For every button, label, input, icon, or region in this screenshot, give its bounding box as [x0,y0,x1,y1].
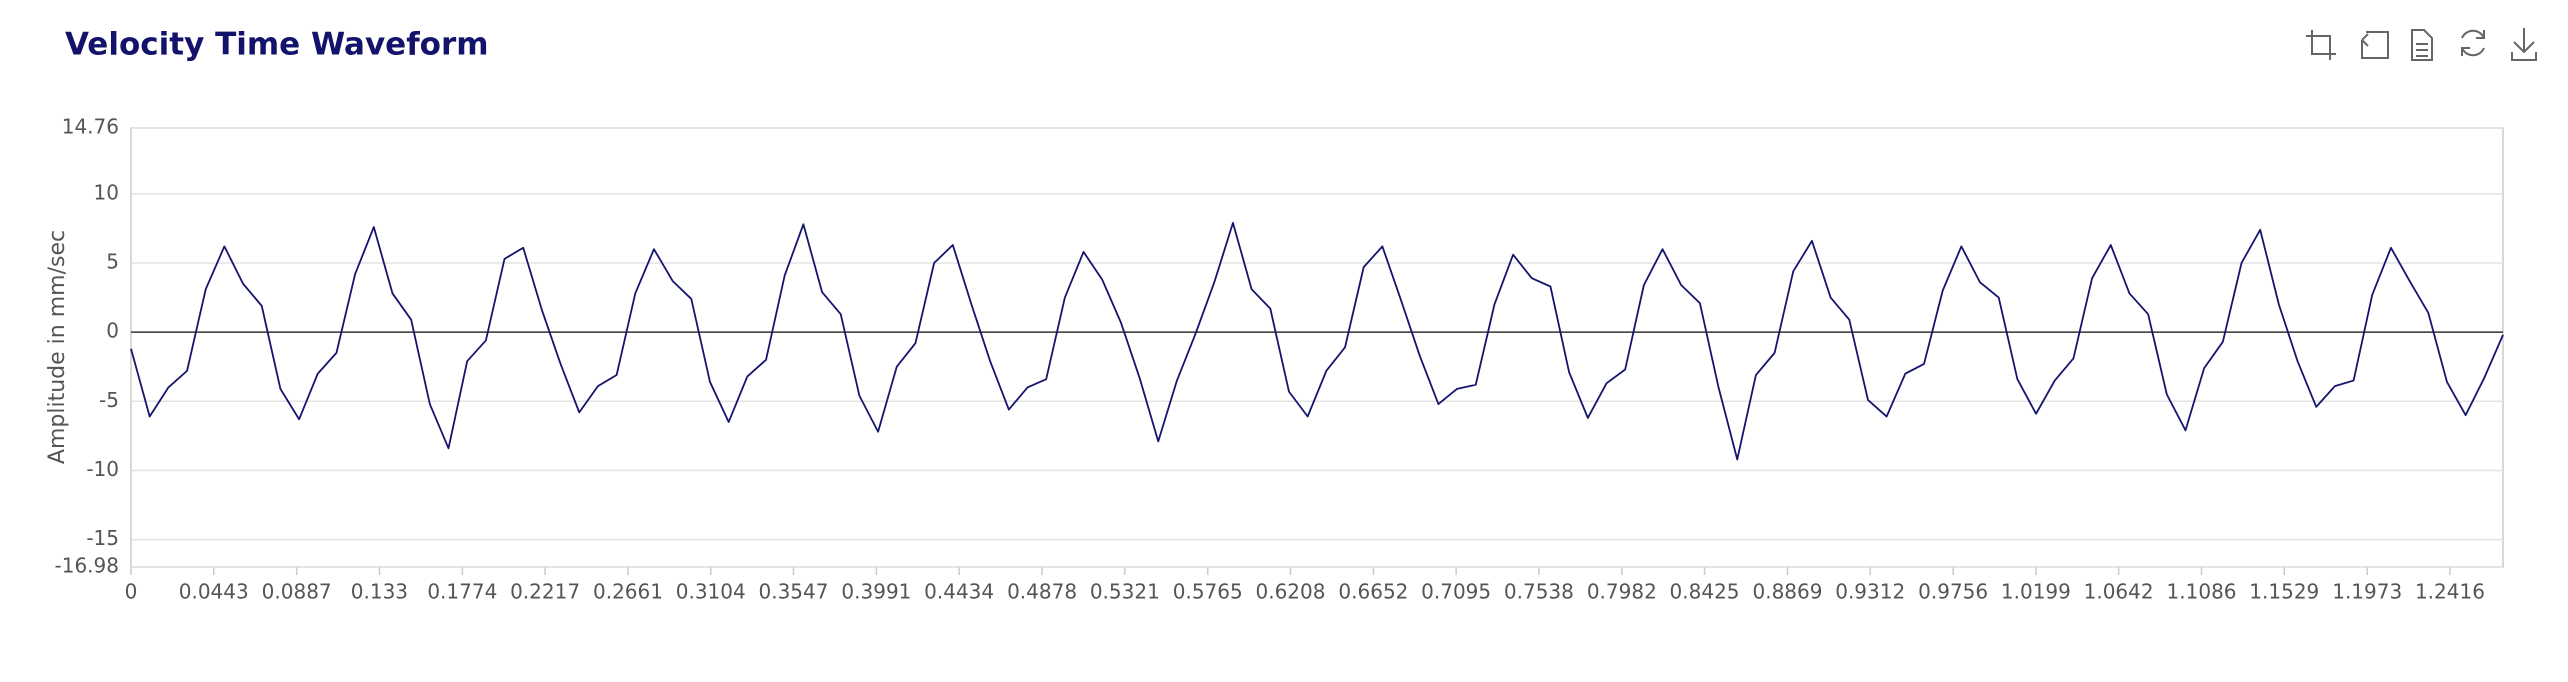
chart-title: Velocity Time Waveform [65,27,489,63]
x-tick-label: 0.6208 [1255,580,1325,604]
restore-button[interactable] [2461,29,2485,57]
x-tick-label: 0.4878 [1007,580,1077,604]
x-tick-label: 0.1774 [427,580,497,604]
x-tick-label: 0.8425 [1670,580,1740,604]
x-tick-label: 0.3104 [676,580,746,604]
x-tick-label: 1.1086 [2167,580,2237,604]
y-tick-label: -15 [86,526,119,550]
x-tick-label: 1.0642 [2084,580,2154,604]
x-tick-label: 0.5765 [1173,580,1243,604]
x-tick-label: 0.0443 [179,580,249,604]
reset-zoom-button[interactable] [2361,31,2389,59]
y-tick-label: 14.76 [62,115,119,139]
x-tick-label: 0.133 [351,580,408,604]
x-tick-label: 0.9756 [1918,580,1988,604]
x-tick-label: 0.3991 [841,580,911,604]
x-tick-label: 1.1973 [2332,580,2402,604]
x-tick-label: 0.4434 [924,580,994,604]
y-tick-label: 10 [94,180,119,204]
y-tick-label: -16.98 [55,554,119,578]
y-tick-label: 0 [106,319,119,343]
waveform-line [130,221,2504,461]
x-tick-label: 1.0199 [2001,580,2071,604]
zoom-button[interactable] [2306,30,2336,60]
x-tick-label: 1.1529 [2249,580,2319,604]
x-tick-label: 0.9312 [1835,580,1905,604]
y-axis-label: Amplitude in mm/sec [45,230,70,464]
save-button[interactable] [2511,28,2537,61]
x-tick-label: 0.7095 [1421,580,1491,604]
x-tick-label: 0.8869 [1752,580,1822,604]
x-tick-label: 0.3547 [758,580,828,604]
x-tick-label: 0.0887 [262,580,332,604]
x-tick-label: 1.2416 [2415,580,2485,604]
x-tick-label: 0.6652 [1338,580,1408,604]
plot-area: -16.98 -15 -10 -5 0 5 10 14.76 0 0.0443 0.0887 0.13… [55,115,2504,604]
x-tick-label: 0.2217 [510,580,580,604]
data-view-button[interactable] [2411,29,2433,61]
x-tick-label: 0.7538 [1504,580,1574,604]
x-tick-label: 0.2661 [593,580,663,604]
x-tick-label: 0.7982 [1587,580,1657,604]
y-tick-label: 5 [106,249,119,273]
toolbar [2306,28,2537,61]
y-tick-label: -5 [99,388,119,412]
x-tick-label: 0 [125,580,138,604]
x-tick-label: 0.5321 [1090,580,1160,604]
y-tick-label: -10 [86,457,119,481]
